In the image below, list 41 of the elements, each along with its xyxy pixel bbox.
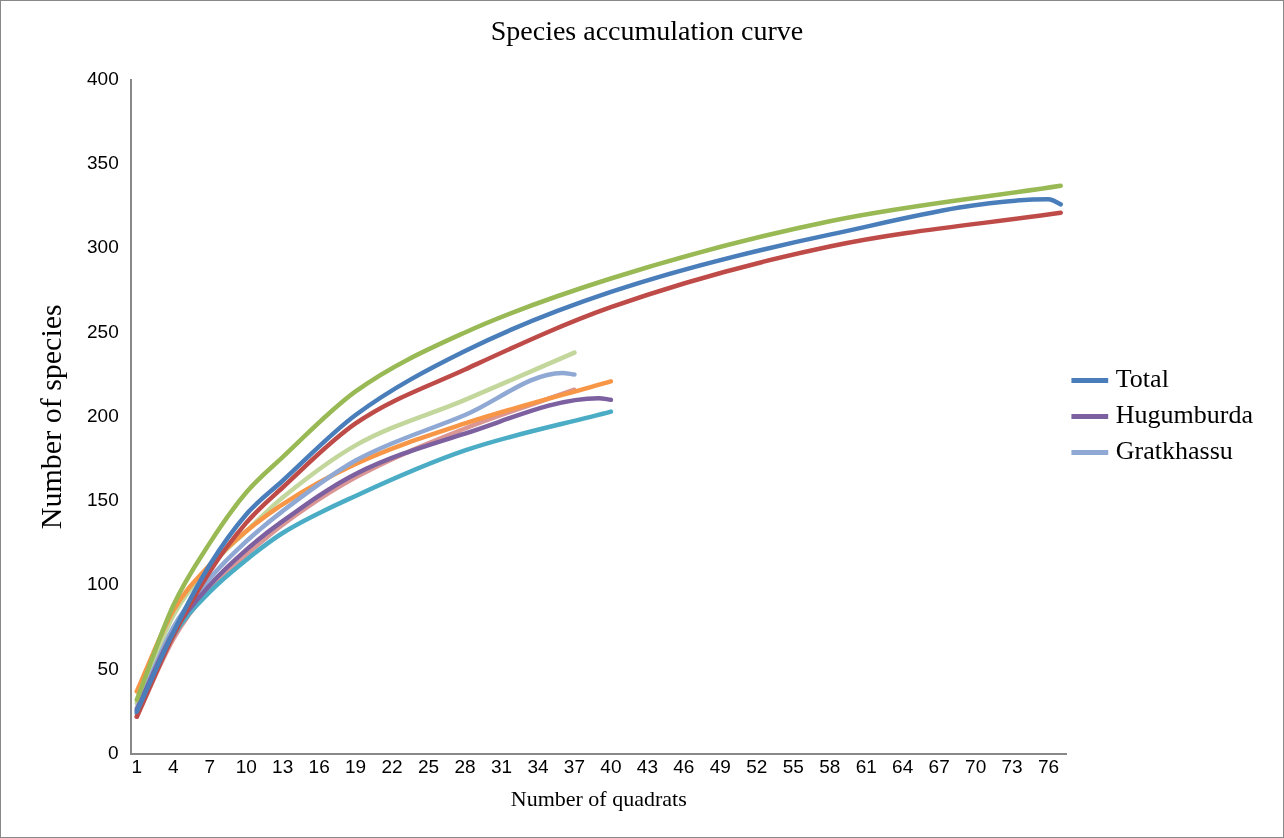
x-tick-label: 76 xyxy=(1038,756,1060,778)
y-tick-label: 400 xyxy=(87,67,119,89)
y-tick-label: 150 xyxy=(87,489,119,511)
x-tick-label: 49 xyxy=(709,756,731,778)
x-tick-label: 61 xyxy=(855,756,877,778)
x-tick-label: 1 xyxy=(131,756,143,778)
x-tick-label: 31 xyxy=(490,756,513,778)
x-tick-label: 55 xyxy=(782,756,804,778)
x-axis-title: Number of quadrats xyxy=(510,785,687,811)
x-tick-label: 58 xyxy=(819,756,841,778)
x-tick-label: 67 xyxy=(928,756,950,778)
x-tick-label: 37 xyxy=(563,756,586,778)
y-tick-label: 350 xyxy=(87,152,119,174)
legend-label: Total xyxy=(1115,364,1169,394)
y-tick-label: 300 xyxy=(87,236,119,258)
x-tick-label: 4 xyxy=(167,756,179,778)
x-tick-label: 16 xyxy=(308,756,330,778)
x-tick-label: 73 xyxy=(1001,756,1023,778)
x-tick-label: 13 xyxy=(272,756,294,778)
x-tick-label: 43 xyxy=(636,756,658,778)
x-tick-label: 52 xyxy=(746,756,768,778)
x-tick-label: 10 xyxy=(235,756,257,778)
x-tick-label: 46 xyxy=(673,756,695,778)
x-tick-label: 34 xyxy=(527,756,549,778)
y-tick-label: 100 xyxy=(87,573,119,595)
y-tick-label: 50 xyxy=(97,657,119,679)
x-tick-label: 22 xyxy=(381,756,403,778)
legend-label: Hugumburda xyxy=(1115,400,1254,430)
y-tick-label: 0 xyxy=(108,742,119,764)
y-tick-label: 250 xyxy=(87,320,119,342)
legend-label: Gratkhassu xyxy=(1115,436,1233,466)
x-tick-label: 19 xyxy=(345,756,367,778)
chart-title: Species accumulation curve xyxy=(490,15,804,47)
x-tick-label: 25 xyxy=(417,756,440,778)
x-tick-label: 70 xyxy=(965,756,987,778)
y-axis-title: Number of species xyxy=(33,304,67,530)
x-tick-label: 28 xyxy=(454,756,476,778)
x-tick-label: 7 xyxy=(204,756,216,778)
x-tick-label: 64 xyxy=(892,756,914,778)
y-tick-label: 200 xyxy=(87,404,119,426)
x-tick-label: 40 xyxy=(600,756,622,778)
